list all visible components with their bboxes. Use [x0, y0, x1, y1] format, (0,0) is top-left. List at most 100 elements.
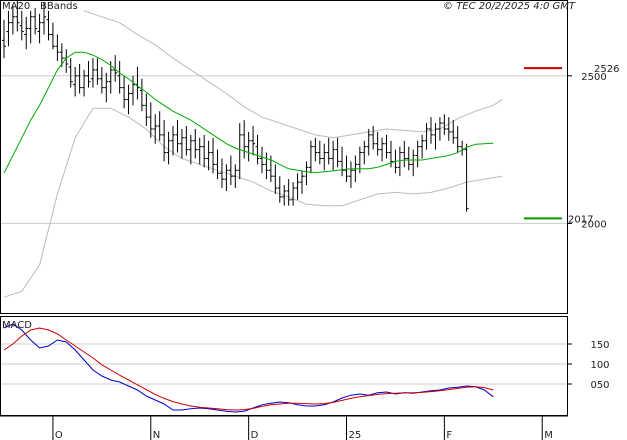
ohlc-bar — [291, 182, 296, 206]
ohlc-bar — [237, 123, 242, 180]
ohlc-bar — [202, 134, 207, 168]
ohlc-bar — [184, 126, 189, 156]
price-gridlines — [1, 75, 567, 224]
ohlc-bar — [464, 143, 469, 212]
ohlc-bar — [126, 84, 131, 115]
macd-tick-label: 150 — [590, 340, 609, 351]
ohlc-bar — [157, 111, 162, 141]
ohlc-bar — [73, 66, 78, 97]
ohlc-bar — [451, 120, 456, 144]
ohlc-bars — [2, 0, 469, 212]
ohlc-bar — [228, 155, 233, 186]
support-label: 2017 — [568, 214, 593, 225]
copyright-note: © TEC 20/2/2025 4:0 GMT — [443, 1, 576, 12]
ohlc-bar — [264, 152, 269, 180]
ohlc-bar — [55, 34, 60, 62]
ohlc-bar — [139, 78, 144, 112]
ohlc-bar — [224, 164, 229, 191]
ohlc-bar — [166, 131, 171, 165]
ma20-line-group — [3, 51, 494, 174]
ohlc-bar — [242, 120, 247, 159]
ohlc-bar — [282, 185, 287, 206]
price-tick-label: 2500 — [581, 72, 606, 83]
ohlc-bar — [15, 0, 20, 32]
x-tick-label: N — [153, 430, 160, 440]
macd-axis-ticks: 050 100 150 — [567, 340, 610, 391]
ohlc-bar — [193, 128, 198, 159]
x-axis: O N D 25 F M — [0, 415, 568, 440]
ohlc-bar — [300, 170, 305, 194]
legend-ma20: MA20 — [2, 1, 30, 12]
ohlc-bar — [442, 114, 447, 135]
ohlc-bar — [6, 10, 11, 47]
ohlc-bar — [64, 49, 69, 73]
ohlc-bar — [148, 102, 153, 138]
ohlc-bar — [153, 114, 158, 144]
macd-gridlines — [1, 343, 567, 385]
ma20-line — [3, 51, 494, 174]
ohlc-bar — [366, 128, 371, 156]
x-tick-label: O — [55, 430, 63, 440]
ohlc-bar — [122, 75, 127, 109]
price-panel-frame — [0, 0, 568, 314]
macd-tick-label: 050 — [590, 380, 609, 391]
macd-lines — [3, 323, 494, 413]
ohlc-bar — [108, 61, 113, 94]
ohlc-bar — [82, 69, 87, 97]
ohlc-bar — [188, 134, 193, 165]
x-tick-label: M — [544, 430, 553, 440]
ohlc-bar — [113, 55, 118, 82]
ohlc-bar — [255, 134, 260, 165]
ohlc-bar — [380, 137, 385, 162]
ohlc-bar — [437, 117, 442, 141]
ohlc-bar — [460, 140, 465, 156]
ohlc-bar — [411, 149, 416, 177]
legend-bbands: BBands — [40, 1, 78, 12]
ohlc-bar — [317, 140, 322, 165]
macd-panel-title: MACD — [2, 320, 32, 331]
ohlc-bar — [104, 72, 109, 103]
ohlc-bar — [273, 164, 278, 194]
ohlc-bar — [162, 120, 167, 162]
ohlc-bar — [179, 128, 184, 159]
ohlc-bar — [406, 146, 411, 171]
ohlc-bar — [304, 161, 309, 186]
ohlc-bar — [415, 140, 420, 168]
ohlc-bar — [375, 131, 380, 156]
ohlc-bar — [42, 2, 47, 35]
ohlc-bar — [402, 140, 407, 168]
ohlc-bar — [326, 137, 331, 165]
ohlc-bar — [313, 137, 318, 162]
ohlc-bar — [277, 176, 282, 203]
ohlc-bar — [259, 146, 264, 174]
ohlc-bar — [50, 22, 55, 50]
ohlc-bar — [135, 66, 140, 100]
ohlc-bar — [286, 179, 291, 206]
ohlc-bar — [171, 126, 176, 156]
macd-tick-label: 100 — [590, 360, 609, 371]
ohlc-bar — [24, 16, 29, 50]
price-levels: 2526 2017 — [524, 64, 619, 225]
ohlc-bar — [371, 126, 376, 150]
ohlc-bar — [99, 66, 104, 94]
ohlc-bar — [215, 149, 220, 180]
x-tick-label: D — [251, 430, 259, 440]
ohlc-bar — [308, 140, 313, 174]
ohlc-bar — [331, 140, 336, 171]
ohlc-bar — [2, 19, 6, 59]
x-tick-label: F — [446, 430, 452, 440]
ohlc-bar — [340, 146, 345, 177]
macd-panel-frame — [0, 316, 568, 416]
ohlc-bar — [246, 131, 251, 162]
ohlc-bar — [322, 143, 327, 171]
ohlc-bar — [251, 126, 256, 156]
ohlc-bar — [455, 126, 460, 153]
ohlc-bar — [295, 173, 300, 200]
ohlc-bar — [19, 10, 24, 41]
price-axis-ticks: 2000 2500 — [567, 72, 607, 230]
ohlc-bar — [28, 10, 33, 44]
ohlc-bar — [197, 137, 202, 165]
ohlc-bar — [46, 10, 51, 41]
ohlc-bar — [59, 43, 64, 67]
